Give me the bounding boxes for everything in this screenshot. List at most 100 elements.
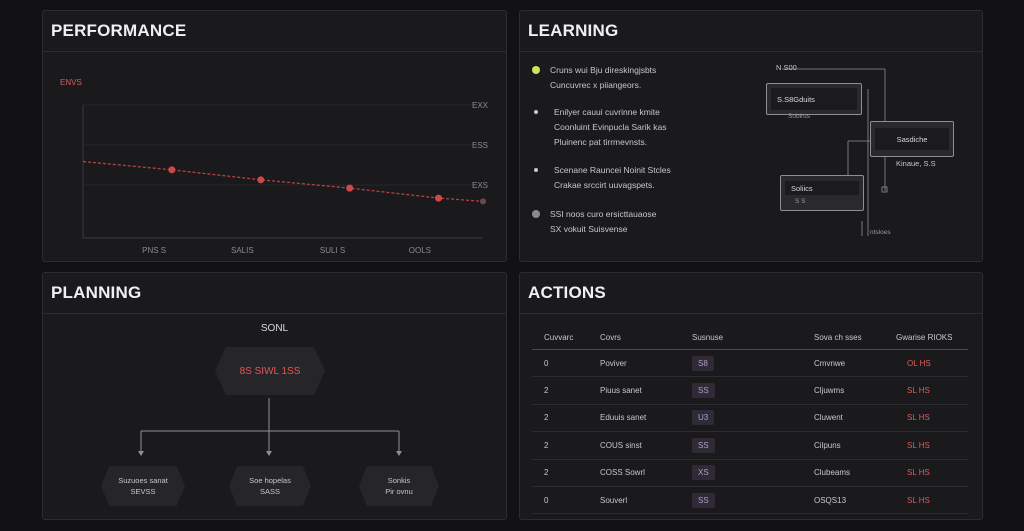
planning-title: PLANNING <box>43 273 506 314</box>
table-row[interactable]: 2 Eduuis sanet U3 Cluwent SL HS <box>532 404 968 433</box>
row-status: Cljuwms <box>813 376 895 405</box>
diagram-node-3-label: Soliics <box>785 181 859 195</box>
row-name: Souverl <box>599 486 691 515</box>
x-tick-label: SULI S <box>320 246 345 255</box>
learning-item-line: Cuncuvrec x piiangeors. <box>550 80 642 90</box>
data-point[interactable] <box>346 184 354 192</box>
actions-table: Cuvvarc Covrs Susnuse Sova ch sses Gwari… <box>532 325 968 515</box>
diagram-foot-label: ntsloes <box>870 229 891 236</box>
diagram-node-1-sub: Sobirus <box>788 113 811 120</box>
plan-child-3[interactable]: Sonkis Pir ovnu <box>359 466 439 506</box>
badge-cell: SS <box>691 431 813 460</box>
row-badge: S8 <box>692 355 714 371</box>
table-row[interactable]: 2 COUS sinst SS Cilpuns SL HS <box>532 431 968 460</box>
performance-title: PERFORMANCE <box>43 11 506 52</box>
learning-item: Enilyer cauui cuvrinne kmite Coonluint Ev… <box>532 105 666 150</box>
table-row[interactable]: 2 COSS Sowrl XS Clubeams SL HS <box>532 459 968 487</box>
table-row[interactable]: 0 Souverl SS OSQS13 SL HS <box>532 486 968 515</box>
x-tick-label: SALIS <box>231 246 254 255</box>
row-status: Cluwent <box>813 404 895 433</box>
table-row[interactable]: 0 Poviver S8 Cmvnwe OL HS <box>532 349 968 378</box>
badge-cell: SS <box>691 486 813 515</box>
learning-item-line: Pluinenc pat tirrmevnsts. <box>554 137 648 147</box>
learning-item-line: SSI noos curo ersicttauaose <box>550 209 657 219</box>
row-name: COSS Sowrl <box>599 459 691 487</box>
data-point[interactable] <box>168 166 176 174</box>
plan-child-3-line2: Pir ovnu <box>385 487 413 496</box>
diagram-node-2[interactable]: Sasdiche <box>870 121 954 157</box>
table-row[interactable]: 2 Piuus sanet SS Cljuwms SL HS <box>532 376 968 405</box>
row-id: 2 <box>532 431 599 460</box>
plan-child-1-line1: Suzuoes sanat <box>118 476 168 485</box>
performance-chart: ENVS EXX ESS EXS PNS S SALIS SULI S OOLS <box>60 78 489 255</box>
plan-child-2[interactable]: Soe hopelas SASS <box>229 466 311 506</box>
col-header[interactable]: Covrs <box>599 325 691 350</box>
row-status: Cmvnwe <box>813 349 895 378</box>
series-line <box>82 160 484 203</box>
badge-cell: SS <box>691 376 813 405</box>
learning-item-line: SX vokuit Suisvense <box>550 224 628 234</box>
y-tick-label: EXX <box>472 101 489 110</box>
diagram-node-3-sub: S S <box>795 198 806 205</box>
bullet-icon <box>534 110 538 114</box>
col-header[interactable]: Susnuse <box>691 325 813 350</box>
badge-cell: S8 <box>691 349 813 378</box>
planning-panel: PLANNING SONL 8S SIWL 1SS Suzuoes sanat … <box>42 272 507 520</box>
diagram-node-2-label: Sasdiche <box>875 128 949 150</box>
row-name: Eduuis sanet <box>599 404 691 433</box>
planning-tree-connectors <box>138 398 402 456</box>
diagram-top-label: N S00 <box>776 63 797 72</box>
row-badge: U3 <box>692 410 715 426</box>
plan-child-2-line2: SASS <box>259 487 280 496</box>
row-id: 2 <box>532 376 599 405</box>
row-value: SL HS <box>895 431 968 460</box>
diagram-node-1-label: S.S8Gduits <box>771 88 857 110</box>
col-header[interactable]: Cuvvarc <box>532 325 599 350</box>
row-badge: SS <box>692 383 715 399</box>
goal-label: 8S SIWL 1SS <box>239 365 301 377</box>
goal-node[interactable]: 8S SIWL 1SS <box>215 347 325 395</box>
row-status: Clubeams <box>813 459 895 487</box>
diagram-node-3[interactable]: Soliics S S <box>780 175 864 211</box>
row-value: SL HS <box>895 459 968 487</box>
row-value: SL HS <box>895 404 968 433</box>
table-header-row: Cuvvarc Covrs Susnuse Sova ch sses Gwari… <box>532 325 968 350</box>
row-value: SL HS <box>895 376 968 405</box>
row-name: Poviver <box>599 349 691 378</box>
actions-panel: ACTIONS Cuvvarc Covrs Susnuse Sova ch ss… <box>519 272 983 520</box>
col-header[interactable]: Sova ch sses <box>813 325 895 350</box>
learning-item: Cruns wui Bju direskingjsbts Cuncuvrec x … <box>532 63 656 93</box>
diagram-node-1[interactable]: S.S8Gduits <box>766 83 862 115</box>
data-point[interactable] <box>435 194 443 202</box>
data-point[interactable] <box>257 176 265 184</box>
row-badge: SS <box>692 492 715 508</box>
plan-child-1[interactable]: Suzuoes sanat SEVSS <box>101 466 185 506</box>
bullet-icon <box>534 168 538 172</box>
diagram-node-2-sub: Kinaue, S.S <box>896 159 936 168</box>
row-id: 0 <box>532 486 599 515</box>
row-badge: SS <box>692 437 715 453</box>
row-name: Piuus sanet <box>599 376 691 405</box>
goal-title: SONL <box>260 323 289 334</box>
learning-item-line: Enilyer cauui cuvrinne kmite <box>554 107 660 117</box>
y-tick-label: EXS <box>472 181 488 190</box>
learning-item-line: Crakae srccirt uuvagspets. <box>554 180 655 190</box>
row-id: 2 <box>532 404 599 433</box>
row-status: OSQS13 <box>813 486 895 515</box>
learning-item: SSI noos curo ersicttauaose SX vokuit Sui… <box>532 207 656 237</box>
row-id: 2 <box>532 459 599 487</box>
row-name: COUS sinst <box>599 431 691 460</box>
data-point[interactable] <box>480 198 486 205</box>
performance-panel: PERFORMANCE ENVS EXX ESS EXS PNS S SALIS SUL… <box>42 10 507 262</box>
bullet-icon <box>532 210 540 218</box>
plan-child-3-line1: Sonkis <box>387 476 411 485</box>
learning-panel: LEARNING Cruns wui Bju direskingjsbts Cun… <box>519 10 983 262</box>
learning-item-line: Scenane Rauncei Noinit Stcles <box>554 165 671 175</box>
x-tick-label: PNS S <box>142 246 166 255</box>
badge-cell: U3 <box>691 404 813 433</box>
y-tick-label: ESS <box>472 141 488 150</box>
col-header[interactable]: Gwarise RIOKS <box>895 325 968 350</box>
chart-y-label: ENVS <box>60 78 82 87</box>
learning-item-line: Cruns wui Bju direskingjsbts <box>550 65 657 75</box>
row-status: Cilpuns <box>813 431 895 460</box>
